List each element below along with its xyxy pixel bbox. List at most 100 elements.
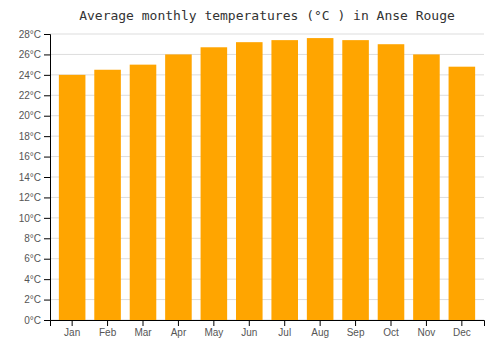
x-tick-mark (107, 320, 108, 326)
y-tick-mark (44, 54, 50, 55)
x-tick-label: Jul (278, 327, 291, 338)
y-tick-label: 0°C (24, 315, 41, 326)
y-tick-label: 10°C (19, 213, 41, 224)
y-tick-mark (44, 279, 50, 280)
y-tick-mark (44, 320, 50, 321)
plot-area (59, 38, 475, 320)
bar (307, 38, 334, 320)
x-tick-mark (284, 320, 285, 326)
y-tick-mark (44, 95, 50, 96)
y-tick: 26°C (19, 49, 50, 60)
chart-svg: 0°C 2°C 4°C 6°C 8°C 10°C 12°C 14°C 16°C 18°C 20°C 2… (0, 0, 500, 350)
x-tick: Dec (453, 320, 471, 338)
bar (449, 67, 476, 320)
y-tick-mark (44, 259, 50, 260)
x-tick-mark (391, 320, 392, 326)
bar (130, 65, 157, 320)
x-tick-label: Feb (99, 327, 117, 338)
y-tick-label: 26°C (19, 49, 41, 60)
x-tick-mark (320, 320, 321, 326)
x-tick-label: Aug (311, 327, 329, 338)
title: Average monthly temperatures (°C ) in An… (79, 8, 455, 23)
y-tick-mark (44, 157, 50, 158)
chart-container: 0°C 2°C 4°C 6°C 8°C 10°C 12°C 14°C 16°C 18°C 20°C 2… (0, 0, 500, 350)
x-tick: May (204, 320, 223, 338)
bar (413, 54, 440, 320)
y-tick-mark (44, 34, 50, 35)
x-tick: Feb (99, 320, 117, 338)
x-tick: Jul (278, 320, 291, 338)
y-tick: 10°C (19, 213, 50, 224)
x-tick: Jun (241, 320, 257, 338)
x-tick-mark (461, 320, 462, 326)
y-tick-mark (44, 300, 50, 301)
y-tick: 12°C (19, 192, 50, 203)
y-tick-label: 4°C (24, 274, 41, 285)
x-tick: Aug (311, 320, 329, 338)
y-tick: 0°C (24, 315, 50, 326)
y-tick: 2°C (24, 294, 50, 305)
x-tick: Oct (383, 320, 399, 338)
y-tick-label: 20°C (19, 110, 41, 121)
x-tick-label: Nov (418, 327, 436, 338)
y-tick-label: 6°C (24, 253, 41, 264)
x-tick: Mar (134, 320, 152, 338)
x-tick-label: Dec (453, 327, 471, 338)
y-axis: 0°C 2°C 4°C 6°C 8°C 10°C 12°C 14°C 16°C 18°C 20°C 2… (19, 29, 51, 326)
x-tick: Sep (347, 320, 365, 338)
bar (201, 47, 228, 320)
y-tick-label: 18°C (19, 131, 41, 142)
x-tick-label: May (204, 327, 223, 338)
y-tick-label: 2°C (24, 294, 41, 305)
grid-line (50, 34, 484, 35)
x-tick-mark (249, 320, 250, 326)
y-tick-label: 28°C (19, 29, 41, 40)
x-tick: Nov (418, 320, 436, 338)
y-tick-label: 22°C (19, 90, 41, 101)
x-tick-mark (355, 320, 356, 326)
y-tick-mark (44, 136, 50, 137)
y-tick: 20°C (19, 110, 50, 121)
bar (236, 42, 263, 320)
x-tick: Jan (64, 320, 80, 338)
y-tick: 8°C (24, 233, 50, 244)
x-tick-label: Oct (383, 327, 399, 338)
x-tick-label: Jan (64, 327, 80, 338)
x-tick-mark (72, 320, 73, 326)
y-tick-label: 14°C (19, 172, 41, 183)
y-tick: 18°C (19, 131, 50, 142)
y-tick-mark (44, 197, 50, 198)
y-tick-label: 16°C (19, 151, 41, 162)
x-tick-label: Jun (241, 327, 257, 338)
y-axis-line (44, 35, 51, 321)
y-tick-label: 8°C (24, 233, 41, 244)
x-tick-label: Apr (171, 327, 187, 338)
y-tick-label: 24°C (19, 70, 41, 81)
y-tick: 14°C (19, 172, 50, 183)
y-tick: 16°C (19, 151, 50, 162)
x-tick-mark (213, 320, 214, 326)
x-tick-mark (143, 320, 144, 326)
x-axis: Jan Feb Mar Apr May Jun Jul Aug Sep Oct Nov Dec (51, 320, 485, 338)
bar (165, 54, 192, 320)
bar (94, 70, 121, 320)
bar (271, 40, 298, 320)
x-tick-mark (178, 320, 179, 326)
y-tick-mark (44, 116, 50, 117)
x-tick-label: Mar (134, 327, 152, 338)
bar (378, 44, 405, 320)
y-tick: 28°C (19, 29, 50, 40)
grid (50, 34, 484, 320)
y-tick-label: 12°C (19, 192, 41, 203)
x-tick-label: Sep (347, 327, 365, 338)
bar (342, 40, 369, 320)
x-axis-line (51, 321, 485, 327)
x-tick: Apr (171, 320, 187, 338)
y-tick-mark (44, 177, 50, 178)
bar (59, 75, 86, 320)
y-tick: 4°C (24, 274, 50, 285)
y-tick-mark (44, 75, 50, 76)
y-tick-mark (44, 218, 50, 219)
y-tick-mark (44, 238, 50, 239)
y-tick: 24°C (19, 70, 50, 81)
